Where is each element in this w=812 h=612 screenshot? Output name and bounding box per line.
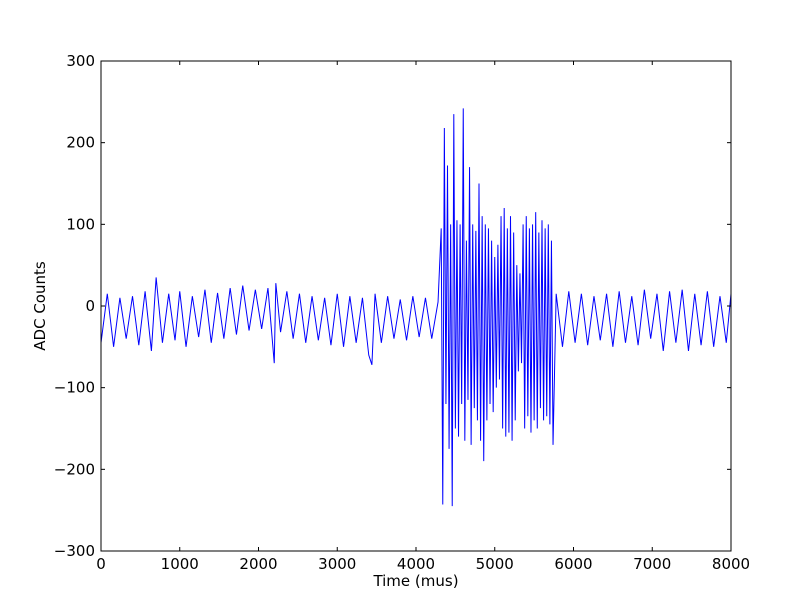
- y-tick-label: −300: [54, 542, 95, 560]
- x-tick-label: 4000: [397, 555, 435, 573]
- y-tick-label: 0: [85, 297, 95, 315]
- ticks-layer: 0 1000 2000 3000 4000 5000 6000 7000 8000−300−20…: [54, 52, 750, 573]
- y-tick-label: −100: [54, 379, 95, 397]
- y-tick-label: 300: [66, 52, 95, 70]
- y-tick-label: 100: [66, 215, 95, 233]
- x-tick-label: 1000: [161, 555, 199, 573]
- x-tick-label: 5000: [476, 555, 514, 573]
- series-layer: [101, 108, 731, 507]
- series-line-1: [101, 108, 731, 507]
- x-tick-label: 3000: [318, 555, 356, 573]
- plot-area: [101, 61, 731, 551]
- x-tick-label: 7000: [633, 555, 671, 573]
- x-tick-label: 0: [96, 555, 106, 573]
- y-axis-label: ADC Counts: [31, 261, 49, 351]
- x-axis-label: Time (mus): [372, 572, 458, 590]
- y-tick-label: 200: [66, 134, 95, 152]
- x-tick-label: 8000: [712, 555, 750, 573]
- x-tick-label: 6000: [554, 555, 592, 573]
- x-tick-label: 2000: [239, 555, 277, 573]
- y-tick-label: −200: [54, 460, 95, 478]
